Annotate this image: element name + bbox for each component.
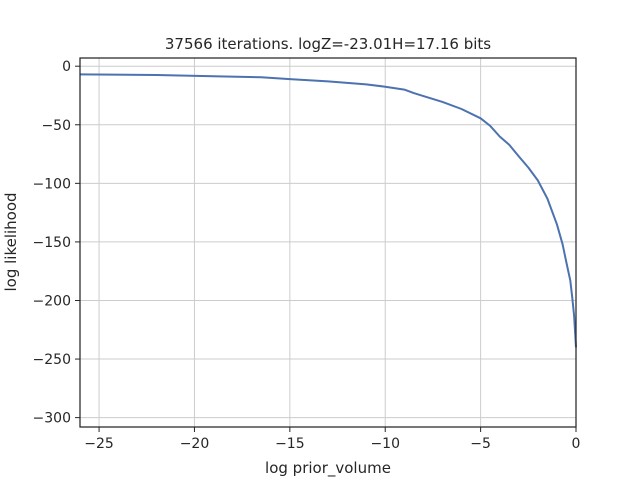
y-axis-label: log likelihood: [2, 192, 20, 291]
axes-frame: [79, 57, 577, 428]
x-tick-label: −25: [84, 436, 114, 452]
axis-ticks: −25 −20 −15 −10 −5 00−50−100−150−200−250−300: [33, 59, 581, 452]
y-tick-label: −300: [33, 411, 71, 427]
y-tick-label: −200: [33, 293, 71, 309]
y-tick-label: −100: [33, 176, 71, 192]
x-tick-label: −10: [370, 436, 400, 452]
x-tick-label: −15: [275, 436, 305, 452]
series-line: [79, 73, 577, 348]
plot-area: [79, 73, 577, 348]
y-tick-label: 0: [62, 59, 71, 75]
chart-title: 37566 iterations. logZ=-23.01H=17.16 bit…: [165, 35, 491, 53]
x-tick-label: 0: [572, 436, 581, 452]
y-tick-label: −50: [41, 118, 71, 134]
y-tick-label: −150: [33, 235, 71, 251]
x-tick-label: −5: [470, 436, 491, 452]
x-axis-label: log prior_volume: [265, 459, 391, 478]
x-tick-label: −20: [180, 436, 210, 452]
y-tick-label: −250: [33, 352, 71, 368]
grid-lines: [80, 58, 577, 427]
